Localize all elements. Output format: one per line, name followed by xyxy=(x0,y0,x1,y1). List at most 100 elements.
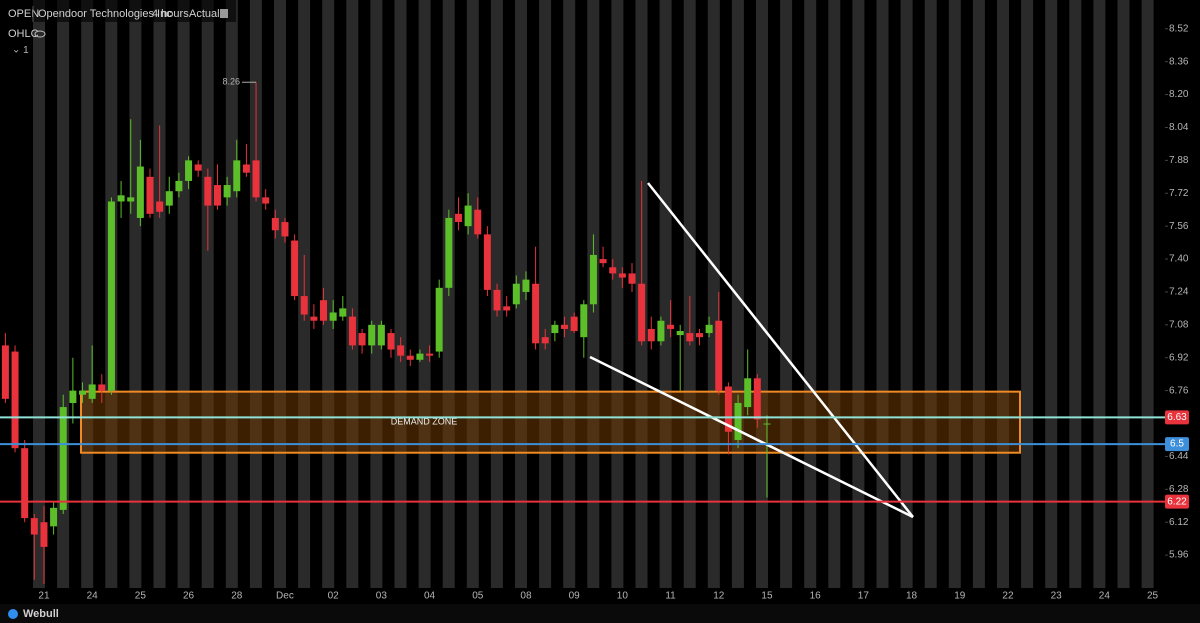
candle-body xyxy=(127,197,135,202)
price-tag xyxy=(1165,494,1189,509)
session-stripe xyxy=(707,0,720,588)
session-stripe xyxy=(153,0,166,588)
x-tick-label: 05 xyxy=(472,591,484,602)
x-tick-label: 02 xyxy=(328,591,340,602)
y-tick-label: 6.92 xyxy=(1169,352,1189,363)
candle-body xyxy=(387,333,395,350)
y-tick-label: 7.08 xyxy=(1169,319,1189,330)
session-stripe xyxy=(225,0,238,588)
candle-body xyxy=(146,176,154,214)
session-stripe xyxy=(804,0,817,588)
interval: 4 hours xyxy=(152,8,189,20)
candle-body xyxy=(416,353,424,360)
candle-body xyxy=(242,164,250,173)
candle-body xyxy=(30,518,38,535)
x-tick-label: 25 xyxy=(135,591,147,602)
price-tag-label: 6.22 xyxy=(1167,496,1187,507)
candle-body xyxy=(512,283,520,305)
candle-body xyxy=(589,254,597,305)
x-tick-label: 24 xyxy=(87,591,99,602)
candle-body xyxy=(570,316,578,332)
candle-body xyxy=(320,300,328,321)
x-tick-label: 08 xyxy=(520,591,532,602)
session-stripe xyxy=(1117,0,1130,588)
x-tick-label: 10 xyxy=(617,591,629,602)
price-tag xyxy=(1165,437,1189,452)
candle-body xyxy=(156,201,164,212)
y-tick-label: 7.72 xyxy=(1169,188,1189,199)
candle-body xyxy=(532,283,540,344)
session-stripe xyxy=(81,0,94,588)
price-mode: Actual xyxy=(189,8,220,20)
candle-body xyxy=(107,201,115,391)
candle-body xyxy=(657,320,665,342)
y-tick-label: 8.04 xyxy=(1169,122,1189,133)
y-tick-label: 5.96 xyxy=(1169,550,1189,561)
candle-body xyxy=(474,209,482,235)
x-tick-label: 04 xyxy=(424,591,436,602)
candle-body xyxy=(11,351,19,449)
session-stripe xyxy=(1045,0,1058,588)
candle-body xyxy=(175,180,183,192)
session-stripe xyxy=(1141,0,1154,588)
y-tick-label: 6.76 xyxy=(1169,385,1189,396)
candle-body xyxy=(300,296,308,315)
session-stripe xyxy=(1021,0,1034,588)
footer-bg xyxy=(0,604,1200,623)
candle-body xyxy=(213,185,221,206)
session-stripe xyxy=(900,0,913,588)
candle-body xyxy=(252,160,260,198)
x-tick-label: Dec xyxy=(276,591,294,602)
candle-body xyxy=(734,402,742,440)
x-tick-label: 18 xyxy=(906,591,918,602)
visibility-icon[interactable] xyxy=(34,30,46,38)
toggle-icon[interactable] xyxy=(220,9,228,18)
candle-body xyxy=(98,384,106,391)
candle-body xyxy=(233,160,241,192)
candle-body xyxy=(599,259,607,264)
candle-body xyxy=(715,320,723,391)
demand-zone xyxy=(80,390,1021,454)
y-tick-label: 7.40 xyxy=(1169,254,1189,265)
x-tick-label: 26 xyxy=(183,591,195,602)
session-stripe xyxy=(539,0,552,588)
high-label: 8.26 xyxy=(223,77,241,87)
y-tick-label: 6.28 xyxy=(1169,484,1189,495)
x-tick-label: 19 xyxy=(954,591,966,602)
session-stripe xyxy=(274,0,286,588)
session-stripe xyxy=(731,0,744,588)
candle-body xyxy=(426,353,434,356)
candle-body xyxy=(204,176,212,206)
candle-body xyxy=(291,240,299,297)
candle-body xyxy=(406,355,414,360)
candle-body xyxy=(377,324,385,346)
candle-body xyxy=(609,267,617,274)
x-tick-label: 09 xyxy=(569,591,581,602)
y-tick-label: 6.12 xyxy=(1169,517,1189,528)
candle-body xyxy=(271,217,279,231)
candle-body xyxy=(40,522,48,547)
session-stripe xyxy=(418,0,431,588)
indicator-count: ⌄ 1 xyxy=(12,45,29,56)
candle-body xyxy=(329,312,337,321)
x-tick-label: 03 xyxy=(376,591,388,602)
candle-body xyxy=(348,316,356,346)
session-stripe xyxy=(972,0,985,588)
y-tick-label: 7.56 xyxy=(1169,221,1189,232)
company-name: Opendoor Technologies Inc xyxy=(38,8,172,20)
candle-body xyxy=(676,331,684,336)
session-stripe xyxy=(683,0,696,588)
x-tick-label: 23 xyxy=(1051,591,1063,602)
candle-body xyxy=(50,507,58,527)
candle-body xyxy=(310,316,318,321)
candle-body xyxy=(493,289,501,311)
candle-body xyxy=(69,390,77,403)
session-stripe xyxy=(1093,0,1106,588)
x-tick-label: 12 xyxy=(713,591,725,602)
session-stripe xyxy=(1069,0,1082,588)
candle-body xyxy=(262,197,270,204)
candle-body xyxy=(79,390,87,395)
y-tick-label: 6.44 xyxy=(1169,451,1189,462)
